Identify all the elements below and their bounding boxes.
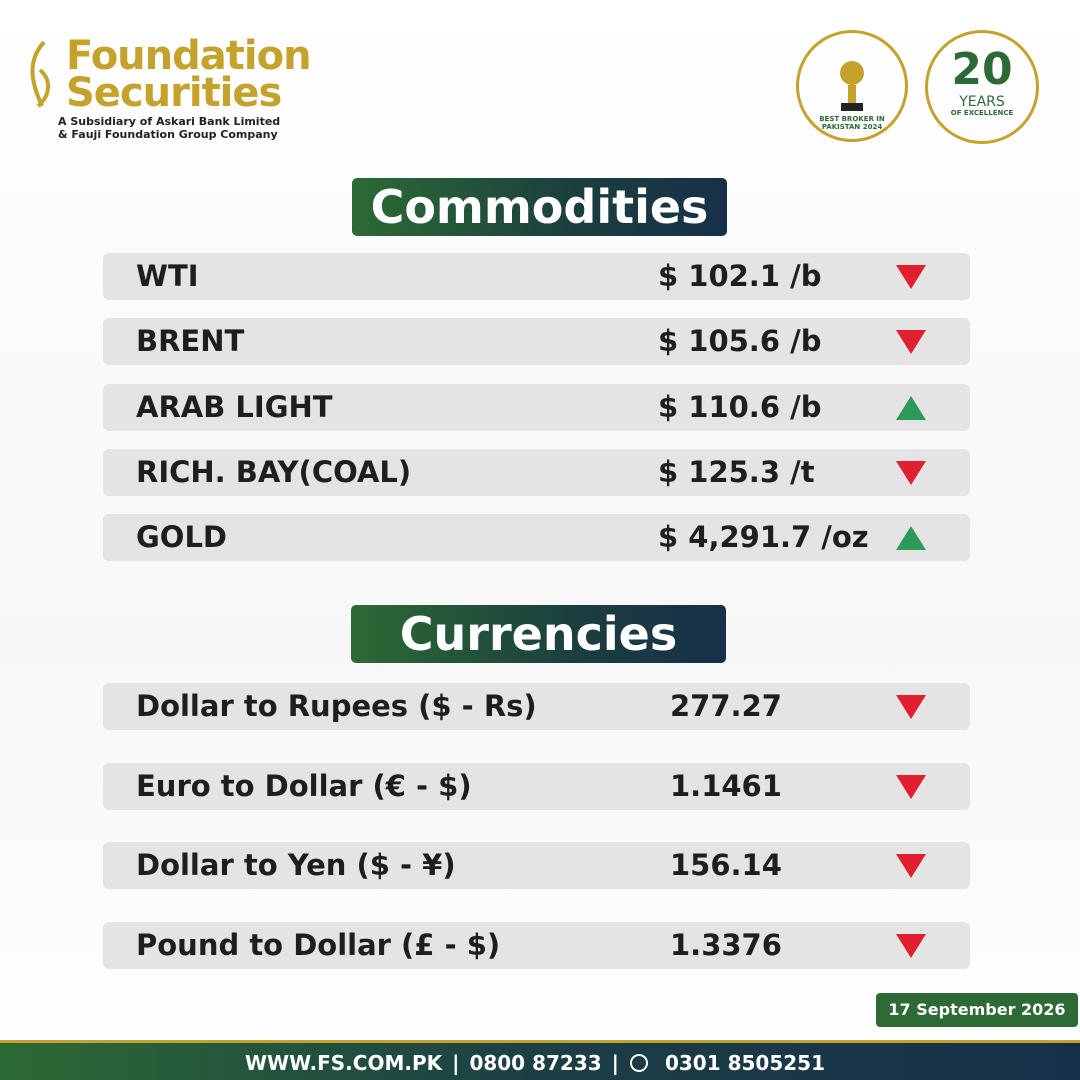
- anniversary-word: YEARS: [959, 94, 1005, 110]
- row: RICH. BAY(COAL) $ 125.3 /t: [103, 449, 970, 496]
- trend-icon: [896, 396, 926, 420]
- trend-arrow: [896, 330, 926, 354]
- footer: WWW.FS.COM.PK | 0800 87233 | 0301 8505251: [0, 1040, 1080, 1080]
- section-title: Currencies: [351, 605, 726, 663]
- trend-icon: [896, 461, 926, 485]
- trend-arrow: [896, 265, 926, 289]
- phone[interactable]: 0800 87233: [469, 1051, 602, 1075]
- trend-icon: [896, 854, 926, 878]
- row: ARAB LIGHT $ 110.6 /b: [103, 384, 970, 431]
- trend-arrow: [896, 934, 926, 958]
- anniversary-number: 20: [951, 44, 1013, 95]
- row-label: GOLD: [136, 520, 228, 554]
- trend-arrow: [896, 526, 926, 550]
- trend-arrow: [896, 854, 926, 878]
- trend-icon: [896, 330, 926, 354]
- row-value: $ 110.6 /b: [658, 390, 822, 424]
- logo-subtitle: & Fauji Foundation Group Company: [58, 128, 278, 141]
- row: GOLD $ 4,291.7 /oz: [103, 514, 970, 561]
- row-label: BRENT: [136, 324, 245, 358]
- trend-icon: [896, 526, 926, 550]
- anniversary-badge: 20 YEARS OF EXCELLENCE: [925, 30, 1039, 144]
- trend-icon: [896, 934, 926, 958]
- row-label: RICH. BAY(COAL): [136, 455, 412, 489]
- row-value: $ 102.1 /b: [658, 259, 822, 293]
- row-value: 277.27: [670, 689, 782, 723]
- website[interactable]: WWW.FS.COM.PK: [244, 1051, 443, 1075]
- logo-mark: [30, 40, 50, 108]
- award-text: BEST BROKER IN PAKISTAN 2024: [819, 115, 885, 131]
- logo-text: Foundation: [66, 33, 312, 79]
- row-value: 1.1461: [670, 769, 782, 803]
- row-label: Dollar to Yen ($ - ¥): [136, 848, 456, 882]
- whatsapp-number[interactable]: 0301 8505251: [664, 1051, 826, 1075]
- row-value: $ 125.3 /t: [658, 455, 815, 489]
- trend-arrow: [896, 396, 926, 420]
- row: BRENT $ 105.6 /b: [103, 318, 970, 365]
- row: Dollar to Yen ($ - ¥) 156.14: [103, 842, 970, 889]
- row: Dollar to Rupees ($ - Rs) 277.27: [103, 683, 970, 730]
- trend-icon: [896, 775, 926, 799]
- whatsapp[interactable]: 0301 8505251: [629, 1051, 835, 1075]
- row-label: Euro to Dollar (€ - $): [136, 769, 472, 803]
- trend-icon: [896, 265, 926, 289]
- row-value: 1.3376: [670, 928, 782, 962]
- row-label: WTI: [136, 259, 199, 293]
- row-value: $ 4,291.7 /oz: [658, 520, 869, 554]
- logo-subtitle: A Subsidiary of Askari Bank Limited: [58, 115, 281, 128]
- trend-arrow: [896, 461, 926, 485]
- row-value: $ 105.6 /b: [658, 324, 822, 358]
- row-label: Pound to Dollar (£ - $): [136, 928, 501, 962]
- award-icon: [840, 61, 864, 111]
- whatsapp-icon: [629, 1054, 648, 1072]
- row-label: Dollar to Rupees ($ - Rs): [136, 689, 537, 723]
- trend-arrow: [896, 775, 926, 799]
- date: 17 September 2026: [876, 993, 1078, 1027]
- row: Euro to Dollar (€ - $) 1.1461: [103, 763, 970, 810]
- row-value: 156.14: [670, 848, 782, 882]
- section-title: Commodities: [352, 178, 727, 236]
- logo-text: Securities: [66, 70, 282, 116]
- trend-icon: [896, 695, 926, 719]
- row: WTI $ 102.1 /b: [103, 253, 970, 300]
- row-label: ARAB LIGHT: [136, 390, 333, 424]
- trend-arrow: [896, 695, 926, 719]
- row: Pound to Dollar (£ - $) 1.3376: [103, 922, 970, 969]
- award-badge: BEST BROKER IN PAKISTAN 2024: [796, 30, 908, 142]
- anniversary-tagline: OF EXCELLENCE: [950, 109, 1014, 117]
